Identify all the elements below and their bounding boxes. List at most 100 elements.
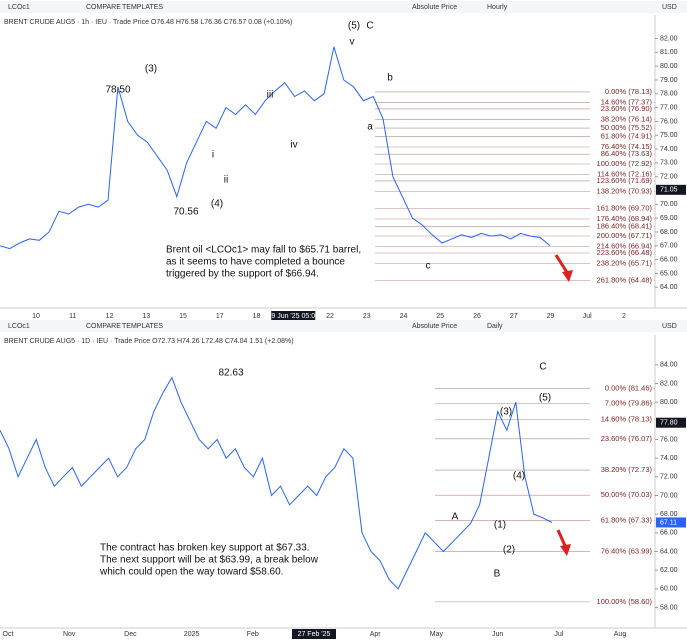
fib-label-bg — [590, 248, 654, 257]
fib-label: 161.80% (69.70) — [597, 203, 653, 212]
wave-label: i — [212, 150, 214, 161]
wave-label: 70.56 — [173, 207, 198, 218]
wave-label: (4) — [211, 199, 223, 210]
fib-label-bg — [590, 87, 654, 96]
wave-label: (5) — [348, 21, 360, 32]
fib-label: 0.00% (81.46) — [605, 384, 653, 393]
y-tick-label: 81.00 — [660, 49, 678, 56]
fib-label: 61.80% (74.91) — [601, 131, 653, 140]
y-tick-label: 75.00 — [660, 132, 678, 139]
toolbar-symbol[interactable]: LCOc1 — [8, 323, 30, 330]
y-tick-label: 70.00 — [660, 201, 678, 208]
fib-label-bg — [590, 516, 654, 525]
y-tick-label: 78.00 — [660, 91, 678, 98]
x-tick-label: 11 — [69, 313, 76, 320]
toolbar-currency: USD — [662, 4, 677, 11]
analysis-note: The contract has broken key support at $… — [100, 543, 310, 554]
fib-label-bg — [590, 214, 654, 223]
fib-label-bg — [590, 204, 654, 213]
fib-label-bg — [590, 150, 654, 159]
y-tick-label: 76.00 — [660, 436, 678, 443]
x-tick-label: 10 — [32, 313, 40, 320]
analysis-note: which could open the way toward $58.60. — [99, 567, 283, 578]
y-tick-label: 72.00 — [660, 474, 678, 481]
fib-label: 123.60% (71.69) — [597, 176, 653, 185]
toolbar-interval[interactable]: Hourly — [487, 4, 508, 11]
fib-label: 86.40% (73.63) — [601, 149, 653, 158]
toolbar-interval[interactable]: Daily — [487, 323, 503, 330]
fib-label: 50.00% (70.03) — [601, 490, 653, 499]
y-tick-label: 67.00 — [660, 243, 678, 250]
wave-label: (4) — [513, 471, 525, 482]
price-marker — [656, 517, 686, 528]
wave-label: b — [387, 73, 393, 84]
price-marker-label: 67.11 — [660, 519, 677, 526]
y-tick-label: 66.00 — [660, 256, 678, 263]
y-tick-label: 80.00 — [660, 63, 678, 70]
wave-label: 82.63 — [218, 368, 243, 379]
fib-label-bg — [590, 142, 654, 151]
wave-label: (2) — [503, 545, 515, 556]
x-tick-label: Jul — [554, 631, 563, 638]
price-marker — [656, 184, 686, 195]
fib-label-bg — [590, 104, 654, 113]
x-tick-label: 17 — [216, 313, 224, 320]
analysis-note: The next support will be at $63.99, a br… — [100, 555, 319, 566]
y-tick-label: 68.00 — [660, 229, 678, 236]
wave-label: (3) — [145, 64, 157, 75]
fib-label-bg — [590, 222, 654, 231]
x-tick-label: Aug — [614, 631, 627, 638]
fib-label: 0.00% (78.13) — [605, 87, 653, 96]
x-tick-label: 13 — [142, 313, 150, 320]
y-tick-label: 65.00 — [660, 270, 678, 277]
toolbar-compare[interactable]: COMPARE — [86, 4, 121, 11]
y-tick-label: 80.00 — [660, 399, 678, 406]
y-tick-label: 58.00 — [660, 604, 678, 611]
toolbar-price-mode[interactable]: Absolute Price — [412, 323, 457, 330]
fib-label: 100.00% (58.60) — [597, 597, 653, 606]
x-tick-label: 22 — [326, 313, 334, 320]
x-tick-label: 26 — [473, 313, 481, 320]
wave-label: C — [539, 362, 546, 373]
x-tick-label: 25 — [436, 313, 444, 320]
fib-label: 14.60% (77.37) — [601, 97, 653, 106]
price-marker-label: 71.05 — [660, 187, 678, 194]
price-marker-label: 77.80 — [660, 420, 678, 427]
fib-label-bg — [590, 399, 654, 408]
fib-label-bg — [590, 242, 654, 251]
fib-label: 100.00% (72.92) — [597, 159, 653, 168]
toolbar-symbol[interactable]: LCOc1 — [8, 4, 30, 11]
wave-label: (3) — [500, 407, 512, 418]
toolbar-templates[interactable]: TEMPLATES — [122, 4, 163, 11]
fib-label-bg — [590, 132, 654, 141]
fib-label: 261.80% (64.48) — [597, 276, 653, 285]
fib-label: 138.20% (70.93) — [597, 186, 653, 195]
chart-header: BRENT CRUDE AUG5 · 1D · IEU · Trade Pric… — [4, 338, 294, 345]
forecast-arrow-head — [562, 270, 573, 282]
y-tick-label: 64.00 — [660, 548, 678, 555]
fib-label-bg — [590, 187, 654, 196]
fib-label: 50.00% (75.52) — [601, 123, 653, 132]
fib-label: 23.60% (76.07) — [601, 434, 653, 443]
y-tick-label: 73.00 — [660, 160, 678, 167]
forecast-arrow-head — [560, 544, 571, 556]
price-line — [0, 376, 553, 590]
fib-label: 38.20% (72.73) — [601, 465, 653, 474]
wave-label: (1) — [494, 520, 506, 531]
crosshair-label-bg — [271, 311, 316, 321]
x-tick-label: 29 — [547, 313, 555, 320]
fib-label-bg — [590, 170, 654, 179]
fib-label-bg — [590, 415, 654, 424]
fib-label: 7.00% (79.86) — [605, 398, 653, 407]
fib-label-bg — [590, 124, 654, 133]
y-tick-label: 62.00 — [660, 567, 678, 574]
toolbar-templates[interactable]: TEMPLATES — [122, 323, 163, 330]
toolbar-compare[interactable]: COMPARE — [86, 323, 121, 330]
wave-label: a — [367, 122, 373, 133]
toolbar-price-mode[interactable]: Absolute Price — [412, 4, 457, 11]
wave-label: C — [366, 21, 373, 32]
y-tick-label: 60.00 — [660, 586, 678, 593]
fib-label-bg — [590, 159, 654, 168]
fib-label: 223.60% (66.48) — [597, 248, 653, 257]
